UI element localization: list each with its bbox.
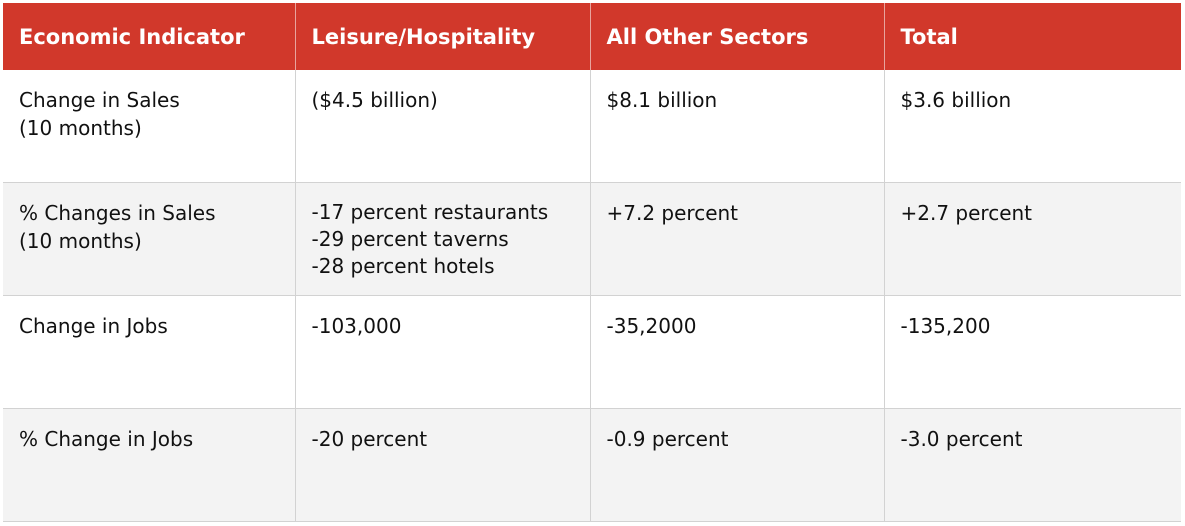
cell-text: ($4.5 billion) (311, 88, 438, 112)
cell-text: (10 months) (19, 116, 142, 140)
cell-total: -3.0 percent (884, 408, 1181, 522)
cell-text: -35,2000 (606, 314, 697, 338)
cell-other: -0.9 percent (590, 408, 885, 522)
cell-text: -135,200 (900, 314, 991, 338)
header-leisure-hospitality: Leisure/Hospitality (295, 3, 591, 70)
table-row-pct-change-in-sales: % Changes in Sales (10 months) -17 perce… (3, 182, 1181, 296)
cell-text: $3.6 billion (900, 88, 1012, 112)
cell-leisure: -103,000 (295, 295, 591, 409)
cell-leisure: ($4.5 billion) (295, 70, 591, 183)
cell-text: $8.1 billion (606, 88, 718, 112)
cell-text: % Change in Jobs (19, 427, 194, 451)
cell-text: Change in Sales (19, 88, 180, 112)
table-row-pct-change-in-jobs: % Change in Jobs -20 percent -0.9 percen… (3, 408, 1181, 522)
cell-text: -103,000 (311, 314, 402, 338)
cell-leisure: -20 percent (295, 408, 591, 522)
table-body: Change in Sales (10 months) ($4.5 billio… (3, 70, 1181, 522)
header-all-other-sectors: All Other Sectors (590, 3, 885, 70)
cell-total: -135,200 (884, 295, 1181, 409)
header-row: Economic Indicator Leisure/Hospitality A… (3, 3, 1181, 70)
cell-leisure: -17 percent restaurants -29 percent tave… (295, 182, 591, 296)
economic-indicators-table: Economic Indicator Leisure/Hospitality A… (3, 3, 1181, 522)
cell-indicator: % Change in Jobs (3, 408, 296, 522)
cell-text: +7.2 percent (606, 201, 739, 225)
cell-text: -17 percent restaurants (311, 200, 549, 224)
cell-text: -28 percent hotels (311, 254, 495, 278)
cell-indicator: Change in Sales (10 months) (3, 70, 296, 183)
header-economic-indicator: Economic Indicator (3, 3, 296, 70)
cell-total: +2.7 percent (884, 182, 1181, 296)
cell-text: -20 percent (311, 427, 428, 451)
table-row-change-in-sales: Change in Sales (10 months) ($4.5 billio… (3, 70, 1181, 183)
cell-other: -35,2000 (590, 295, 885, 409)
cell-text: (10 months) (19, 229, 142, 253)
cell-text: % Changes in Sales (19, 201, 216, 225)
table-row-change-in-jobs: Change in Jobs -103,000 -35,2000 -135,20… (3, 295, 1181, 409)
cell-total: $3.6 billion (884, 70, 1181, 183)
cell-text: -29 percent taverns (311, 227, 509, 251)
cell-text: Change in Jobs (19, 314, 168, 338)
cell-text: -0.9 percent (606, 427, 729, 451)
cell-indicator: % Changes in Sales (10 months) (3, 182, 296, 296)
header-total: Total (884, 3, 1181, 70)
cell-text: +2.7 percent (900, 201, 1033, 225)
cell-text: -3.0 percent (900, 427, 1023, 451)
economic-indicators-table-container: Economic Indicator Leisure/Hospitality A… (3, 3, 1181, 522)
cell-other: $8.1 billion (590, 70, 885, 183)
cell-indicator: Change in Jobs (3, 295, 296, 409)
cell-other: +7.2 percent (590, 182, 885, 296)
table-header: Economic Indicator Leisure/Hospitality A… (3, 3, 1181, 70)
